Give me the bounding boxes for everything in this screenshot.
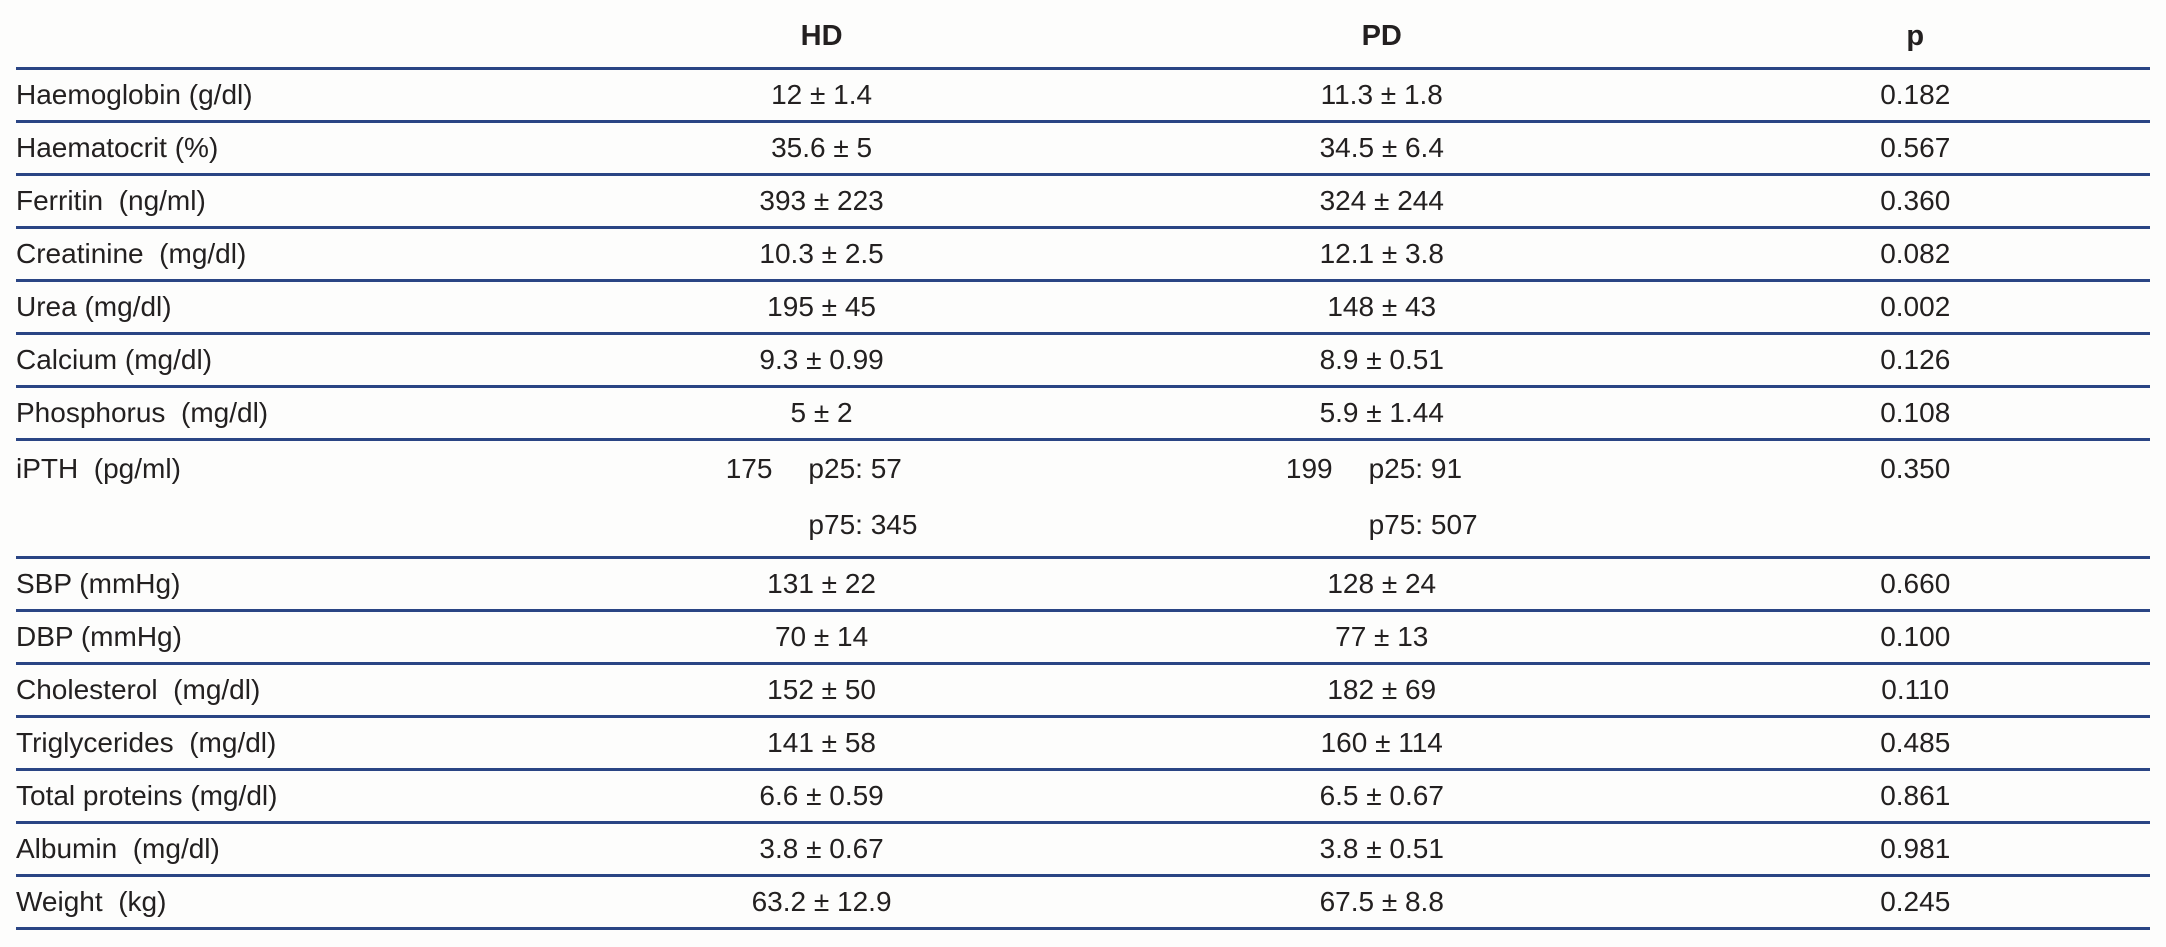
header-row: HD PD p bbox=[16, 6, 2150, 70]
table-row: Cholesterol (mg/dl) 152 ± 50 182 ± 69 0.110 bbox=[16, 663, 2150, 718]
row-label: Creatinine (mg/dl) bbox=[16, 227, 561, 282]
hd-value: 393 ± 223 bbox=[560, 174, 1083, 229]
pd-value: 182 ± 69 bbox=[1082, 663, 1681, 718]
hd-value: 70 ± 14 bbox=[560, 610, 1083, 665]
p-value: 0.002 bbox=[1680, 280, 2150, 335]
median-iqr-block: 199 p25: 91 p75: 507 bbox=[1286, 453, 1478, 541]
row-label: DBP (mmHg) bbox=[16, 610, 561, 665]
hd-value: 35.6 ± 5 bbox=[560, 121, 1083, 176]
pd-value: 34.5 ± 6.4 bbox=[1082, 121, 1681, 176]
hd-value: 12 ± 1.4 bbox=[560, 68, 1083, 123]
p-value: 0.245 bbox=[1680, 875, 2150, 930]
pd-value: 128 ± 24 bbox=[1082, 557, 1681, 612]
p-value: 0.100 bbox=[1680, 610, 2150, 665]
hd-value: 6.6 ± 0.59 bbox=[560, 769, 1083, 824]
p-value: 0.360 bbox=[1680, 174, 2150, 229]
table-row: Calcium (mg/dl) 9.3 ± 0.99 8.9 ± 0.51 0.126 bbox=[16, 333, 2150, 388]
p-value: 0.660 bbox=[1680, 557, 2150, 612]
p75-value: p75: 345 bbox=[808, 509, 918, 540]
hd-value: 141 ± 58 bbox=[560, 716, 1083, 771]
row-label: Urea (mg/dl) bbox=[16, 280, 561, 335]
table-row: SBP (mmHg) 131 ± 22 128 ± 24 0.660 bbox=[16, 557, 2150, 612]
p75-value: p75: 507 bbox=[1368, 509, 1478, 540]
p-value: 0.126 bbox=[1680, 333, 2150, 388]
table-row: Triglycerides (mg/dl) 141 ± 58 160 ± 114 0.… bbox=[16, 716, 2150, 771]
pd-value: 199 p25: 91 p75: 507 bbox=[1082, 439, 1681, 559]
pd-value: 160 ± 114 bbox=[1082, 716, 1681, 771]
p-value: 0.567 bbox=[1680, 121, 2150, 176]
column-header-empty bbox=[16, 6, 561, 70]
hd-pd-comparison-table: HD PD p Haemoglobin (g/dl) 12 ± 1.4 11.3 ±… bbox=[16, 6, 2150, 930]
row-label: Albumin (mg/dl) bbox=[16, 822, 561, 877]
row-label: iPTH (pg/ml) bbox=[16, 439, 561, 559]
column-header-p: p bbox=[1680, 6, 2150, 70]
pd-value: 11.3 ± 1.8 bbox=[1082, 68, 1681, 123]
row-label: Cholesterol (mg/dl) bbox=[16, 663, 561, 718]
pd-value: 6.5 ± 0.67 bbox=[1082, 769, 1681, 824]
table-row: Creatinine (mg/dl) 10.3 ± 2.5 12.1 ± 3.8 0.… bbox=[16, 227, 2150, 282]
percentile-stack: p25: 91 p75: 507 bbox=[1369, 453, 1478, 541]
row-label: Phosphorus (mg/dl) bbox=[16, 386, 561, 441]
pd-value: 148 ± 43 bbox=[1082, 280, 1681, 335]
p-value: 0.861 bbox=[1680, 769, 2150, 824]
p25-value: p25: 57 bbox=[808, 453, 902, 484]
table-row: Haemoglobin (g/dl) 12 ± 1.4 11.3 ± 1.8 0.18… bbox=[16, 68, 2150, 123]
table-row: Ferritin (ng/ml) 393 ± 223 324 ± 244 0.360 bbox=[16, 174, 2150, 229]
hd-value: 152 ± 50 bbox=[560, 663, 1083, 718]
table-body: Haemoglobin (g/dl) 12 ± 1.4 11.3 ± 1.8 0.18… bbox=[16, 68, 2150, 930]
pd-value: 67.5 ± 8.8 bbox=[1082, 875, 1681, 930]
pd-value: 77 ± 13 bbox=[1082, 610, 1681, 665]
hd-value: 9.3 ± 0.99 bbox=[560, 333, 1083, 388]
table-row: Weight (kg) 63.2 ± 12.9 67.5 ± 8.8 0.245 bbox=[16, 875, 2150, 930]
p-value: 0.082 bbox=[1680, 227, 2150, 282]
pd-value: 5.9 ± 1.44 bbox=[1082, 386, 1681, 441]
table-row: Phosphorus (mg/dl) 5 ± 2 5.9 ± 1.44 0.108 bbox=[16, 386, 2150, 441]
hd-value: 5 ± 2 bbox=[560, 386, 1083, 441]
row-label: Ferritin (ng/ml) bbox=[16, 174, 561, 229]
hd-value: 195 ± 45 bbox=[560, 280, 1083, 335]
hd-value: 10.3 ± 2.5 bbox=[560, 227, 1083, 282]
row-label: Haemoglobin (g/dl) bbox=[16, 68, 561, 123]
row-label: Total proteins (mg/dl) bbox=[16, 769, 561, 824]
pd-value: 324 ± 244 bbox=[1082, 174, 1681, 229]
row-label: Weight (kg) bbox=[16, 875, 561, 930]
row-label: Calcium (mg/dl) bbox=[16, 333, 561, 388]
table-row: Total proteins (mg/dl) 6.6 ± 0.59 6.5 ± 0.… bbox=[16, 769, 2150, 824]
table-row: DBP (mmHg) 70 ± 14 77 ± 13 0.100 bbox=[16, 610, 2150, 665]
column-header-hd: HD bbox=[560, 6, 1083, 70]
hd-value: 131 ± 22 bbox=[560, 557, 1083, 612]
median-value: 175 bbox=[725, 453, 773, 484]
p-value: 0.182 bbox=[1680, 68, 2150, 123]
table-row: Urea (mg/dl) 195 ± 45 148 ± 43 0.002 bbox=[16, 280, 2150, 335]
row-label: SBP (mmHg) bbox=[16, 557, 561, 612]
median-value: 199 bbox=[1285, 453, 1333, 484]
p25-value: p25: 91 bbox=[1368, 453, 1463, 484]
p-value: 0.108 bbox=[1680, 386, 2150, 441]
row-label: Haematocrit (%) bbox=[16, 121, 561, 176]
p-value: 0.981 bbox=[1680, 822, 2150, 877]
table-row: Haematocrit (%) 35.6 ± 5 34.5 ± 6.4 0.567 bbox=[16, 121, 2150, 176]
median-iqr-block: 175 p25: 57 p75: 345 bbox=[726, 453, 918, 541]
table-row: iPTH (pg/ml) 175 p25: 57 p75: 345 199 p25: 91… bbox=[16, 439, 2150, 559]
pd-value: 8.9 ± 0.51 bbox=[1082, 333, 1681, 388]
percentile-stack: p25: 57 p75: 345 bbox=[808, 453, 917, 541]
hd-value: 3.8 ± 0.67 bbox=[560, 822, 1083, 877]
p-value: 0.350 bbox=[1680, 439, 2150, 559]
table-row: Albumin (mg/dl) 3.8 ± 0.67 3.8 ± 0.51 0.981 bbox=[16, 822, 2150, 877]
hd-value: 63.2 ± 12.9 bbox=[560, 875, 1083, 930]
p-value: 0.110 bbox=[1680, 663, 2150, 718]
pd-value: 3.8 ± 0.51 bbox=[1082, 822, 1681, 877]
row-label: Triglycerides (mg/dl) bbox=[16, 716, 561, 771]
column-header-pd: PD bbox=[1082, 6, 1681, 70]
pd-value: 12.1 ± 3.8 bbox=[1082, 227, 1681, 282]
p-value: 0.485 bbox=[1680, 716, 2150, 771]
hd-value: 175 p25: 57 p75: 345 bbox=[560, 439, 1083, 559]
